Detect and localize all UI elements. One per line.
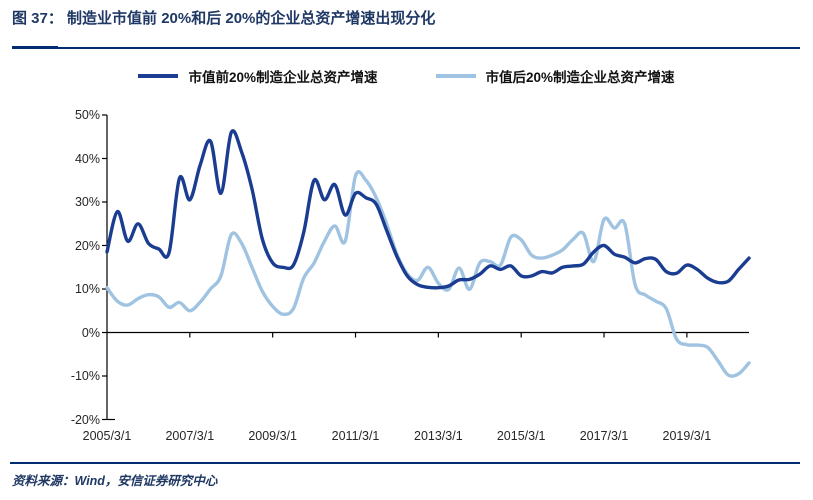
series-line-bottom20 [105, 170, 751, 378]
header-rule-thin [58, 47, 800, 49]
footer-rule [10, 462, 800, 464]
y-axis-label-50pct: 50% [74, 108, 100, 122]
legend-line-swatch-icon [435, 74, 476, 78]
x-axis-label-2015/3/1: 2015/3/1 [496, 429, 546, 443]
legend-label-0: 市值前20%制造企业总资产增速 [188, 70, 378, 85]
legend: 市值前20%制造企业总资产增速 市值后20%制造企业总资产增速 [0, 66, 813, 86]
x-axis-label-2009/3/1: 2009/3/1 [248, 429, 297, 443]
header-rule-thick [12, 46, 58, 49]
y-axis-label-40pct: 40% [74, 151, 100, 166]
y-axis-label-10pct: 10% [74, 282, 100, 296]
x-axis-label-2011/3/1: 2011/3/1 [331, 429, 380, 443]
y-axis-label--20pct: -20% [70, 412, 100, 427]
y-axis-label-0pct: 0% [81, 325, 100, 340]
source-note: 资料来源：Wind，安信证券研究中心 [12, 474, 218, 488]
legend-line-swatch-icon [138, 74, 179, 78]
legend-item-1: 市值后20%制造企业总资产增速 [435, 66, 675, 86]
legend-label-1: 市值后20%制造企业总资产增速 [485, 70, 675, 85]
legend-item-0: 市值前20%制造企业总资产增速 [138, 66, 378, 86]
y-axis-label-20pct: 20% [74, 238, 100, 253]
series-line-top20 [105, 129, 751, 290]
x-axis-label-2019/3/1: 2019/3/1 [662, 429, 712, 443]
chart-title: 图 37： 制造业市值前 20%和后 20%的企业总资产增速出现分化 [12, 10, 436, 27]
x-axis-label-2013/3/1: 2013/3/1 [414, 429, 463, 443]
x-axis-label-2017/3/1: 2017/3/1 [579, 429, 629, 443]
y-axis-label--10pct: -10% [70, 369, 100, 383]
x-axis-label-2005/3/1: 2005/3/1 [82, 429, 132, 443]
y-axis-label-30pct: 30% [74, 195, 100, 209]
x-axis-label-2007/3/1: 2007/3/1 [165, 429, 215, 443]
